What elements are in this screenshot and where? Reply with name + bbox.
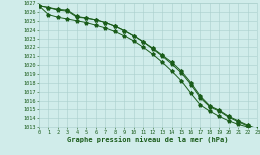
- X-axis label: Graphe pression niveau de la mer (hPa): Graphe pression niveau de la mer (hPa): [67, 136, 229, 143]
